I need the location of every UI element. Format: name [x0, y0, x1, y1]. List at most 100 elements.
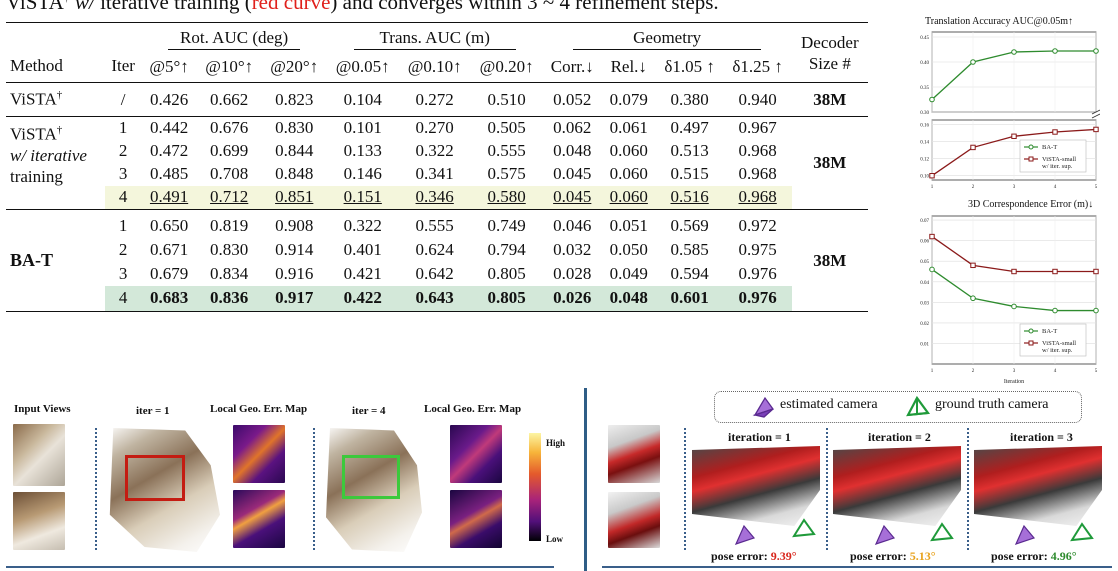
- cell: 0.045: [553, 187, 592, 207]
- data-point: [970, 262, 976, 269]
- cell: 0.341: [415, 164, 454, 183]
- bottom-rule-right: [602, 566, 1112, 568]
- cell: 0.642: [415, 263, 454, 283]
- cell: 0.819: [210, 215, 249, 235]
- legend-marker: [1028, 328, 1034, 334]
- legend-label: ViSTA-small: [1042, 340, 1076, 347]
- cell: 0.679: [149, 263, 189, 283]
- y-tick-label: 0.45: [920, 36, 929, 41]
- cell: 0.322: [415, 141, 454, 160]
- cell: 0.844: [275, 141, 314, 160]
- x-tick-label: 5: [1095, 185, 1098, 190]
- iter-cell: 2: [118, 141, 128, 160]
- label-iteration-2: iteration = 2: [868, 430, 931, 444]
- x-tick-label: 4: [1054, 185, 1057, 190]
- cell: 0.976: [738, 288, 777, 308]
- cell: 0.046: [553, 215, 592, 235]
- header-rot: Rot. AUC (deg): [141, 23, 326, 53]
- cell: 0.683: [149, 288, 189, 308]
- cell: 0.505: [487, 118, 526, 138]
- cell: 0.052: [553, 89, 592, 109]
- cell: 0.516: [670, 187, 709, 207]
- y-tick-label: 0.03: [920, 301, 929, 306]
- data-point: [1052, 307, 1058, 314]
- cell: 0.515: [670, 164, 709, 183]
- cell: 0.671: [149, 239, 189, 259]
- cell: 0.916: [275, 263, 314, 283]
- cell: 0.585: [670, 239, 709, 259]
- error-map-1b-image: [233, 490, 285, 548]
- divider: [826, 428, 828, 550]
- chart-correspondence-error: 0.01 0.02 0.03 0.04 0.05 0.06 0.07 1 2 3 4 5 BA-T ViS…: [920, 215, 1099, 385]
- data-point: [929, 266, 935, 273]
- iter-cell: 1: [118, 215, 128, 235]
- y-tick-label: 0.01: [920, 342, 929, 347]
- cell: 0.060: [609, 187, 648, 207]
- cell: 0.104: [343, 89, 382, 109]
- cell: 0.805: [487, 288, 526, 308]
- decoder-size: 38M: [813, 153, 847, 172]
- colorbar-low: Low: [546, 534, 564, 544]
- caption-suffix: ) and converges within 3 ~ 4 refinement …: [330, 0, 719, 14]
- cell: 0.555: [487, 141, 526, 160]
- pose-error-1: pose error: 9.39°: [711, 549, 797, 563]
- x-tick-label: 4: [1054, 369, 1057, 374]
- table-row: BA-T 1 0.650 0.819 0.908 0.322 0.555 0.7…: [6, 209, 868, 270]
- error-map-2a-image: [450, 425, 502, 483]
- decoder-size: 38M: [813, 250, 847, 270]
- method-vista-iter: ViSTA† w/ iterative training: [10, 124, 87, 186]
- cell: 0.051: [609, 215, 648, 235]
- cell: 0.032: [553, 239, 592, 259]
- data-point: [929, 233, 935, 240]
- cell: 0.060: [609, 141, 648, 160]
- y-tick-label: 0.12: [920, 158, 929, 163]
- cell: 0.472: [149, 141, 189, 160]
- colorbar-high: High: [546, 438, 566, 448]
- scene-iter1-image: [692, 446, 820, 526]
- y-tick-label: 0.30: [920, 111, 929, 116]
- error-map-2b-image: [450, 490, 502, 548]
- iter-cell: 1: [118, 118, 128, 138]
- cameras-iter3: [1014, 522, 1094, 545]
- y-tick-label: 0.05: [920, 260, 929, 265]
- cell: 0.380: [670, 89, 709, 109]
- decoder-size: 38M: [813, 89, 847, 109]
- input-view-image-1: [13, 424, 65, 486]
- cell: 0.601: [670, 288, 709, 308]
- cameras-iter1: [734, 518, 816, 545]
- cell: 0.976: [738, 263, 777, 283]
- header-method: Method: [10, 56, 63, 75]
- cell: 0.079: [609, 89, 648, 109]
- legend-marker: [1028, 156, 1034, 162]
- data-point: [929, 96, 935, 103]
- header-geom: Geometry: [543, 23, 792, 53]
- x-tick-label: 5: [1095, 369, 1098, 374]
- col-rot10: @10°↑: [205, 57, 254, 77]
- y-tick-label: 0.02: [920, 322, 929, 327]
- cell: 0.650: [149, 215, 189, 235]
- cell: 0.712: [210, 187, 249, 207]
- scene-iter2-image: [833, 446, 961, 526]
- axis-break: [1091, 109, 1100, 115]
- cell: 0.699: [210, 141, 249, 160]
- x-tick-label: 2: [972, 185, 975, 190]
- col-tr010: @0.10↑: [407, 57, 462, 77]
- estimated-camera-icon: [734, 524, 756, 545]
- label-iteration-3: iteration = 3: [1010, 430, 1073, 444]
- cell: 0.151: [343, 187, 382, 207]
- divider: [95, 428, 97, 550]
- cell: 0.510: [487, 89, 526, 109]
- data-point: [1093, 126, 1099, 133]
- cell: 0.101: [343, 118, 382, 138]
- caption-line: ViSTA† w/ iterative training (red curve)…: [6, 0, 719, 15]
- label-iter1: iter = 1: [136, 405, 170, 417]
- input-view-image-3: [608, 425, 660, 483]
- cell: 0.061: [609, 118, 648, 138]
- label-err-map-2: Local Geo. Err. Map: [424, 403, 522, 415]
- cell: 0.708: [210, 164, 249, 183]
- iter-cell: /: [120, 89, 126, 109]
- estimated-camera-icon: [752, 396, 775, 418]
- data-point: [1011, 133, 1017, 139]
- cell: 0.836: [210, 288, 249, 308]
- label-err-map-1: Local Geo. Err. Map: [210, 403, 308, 415]
